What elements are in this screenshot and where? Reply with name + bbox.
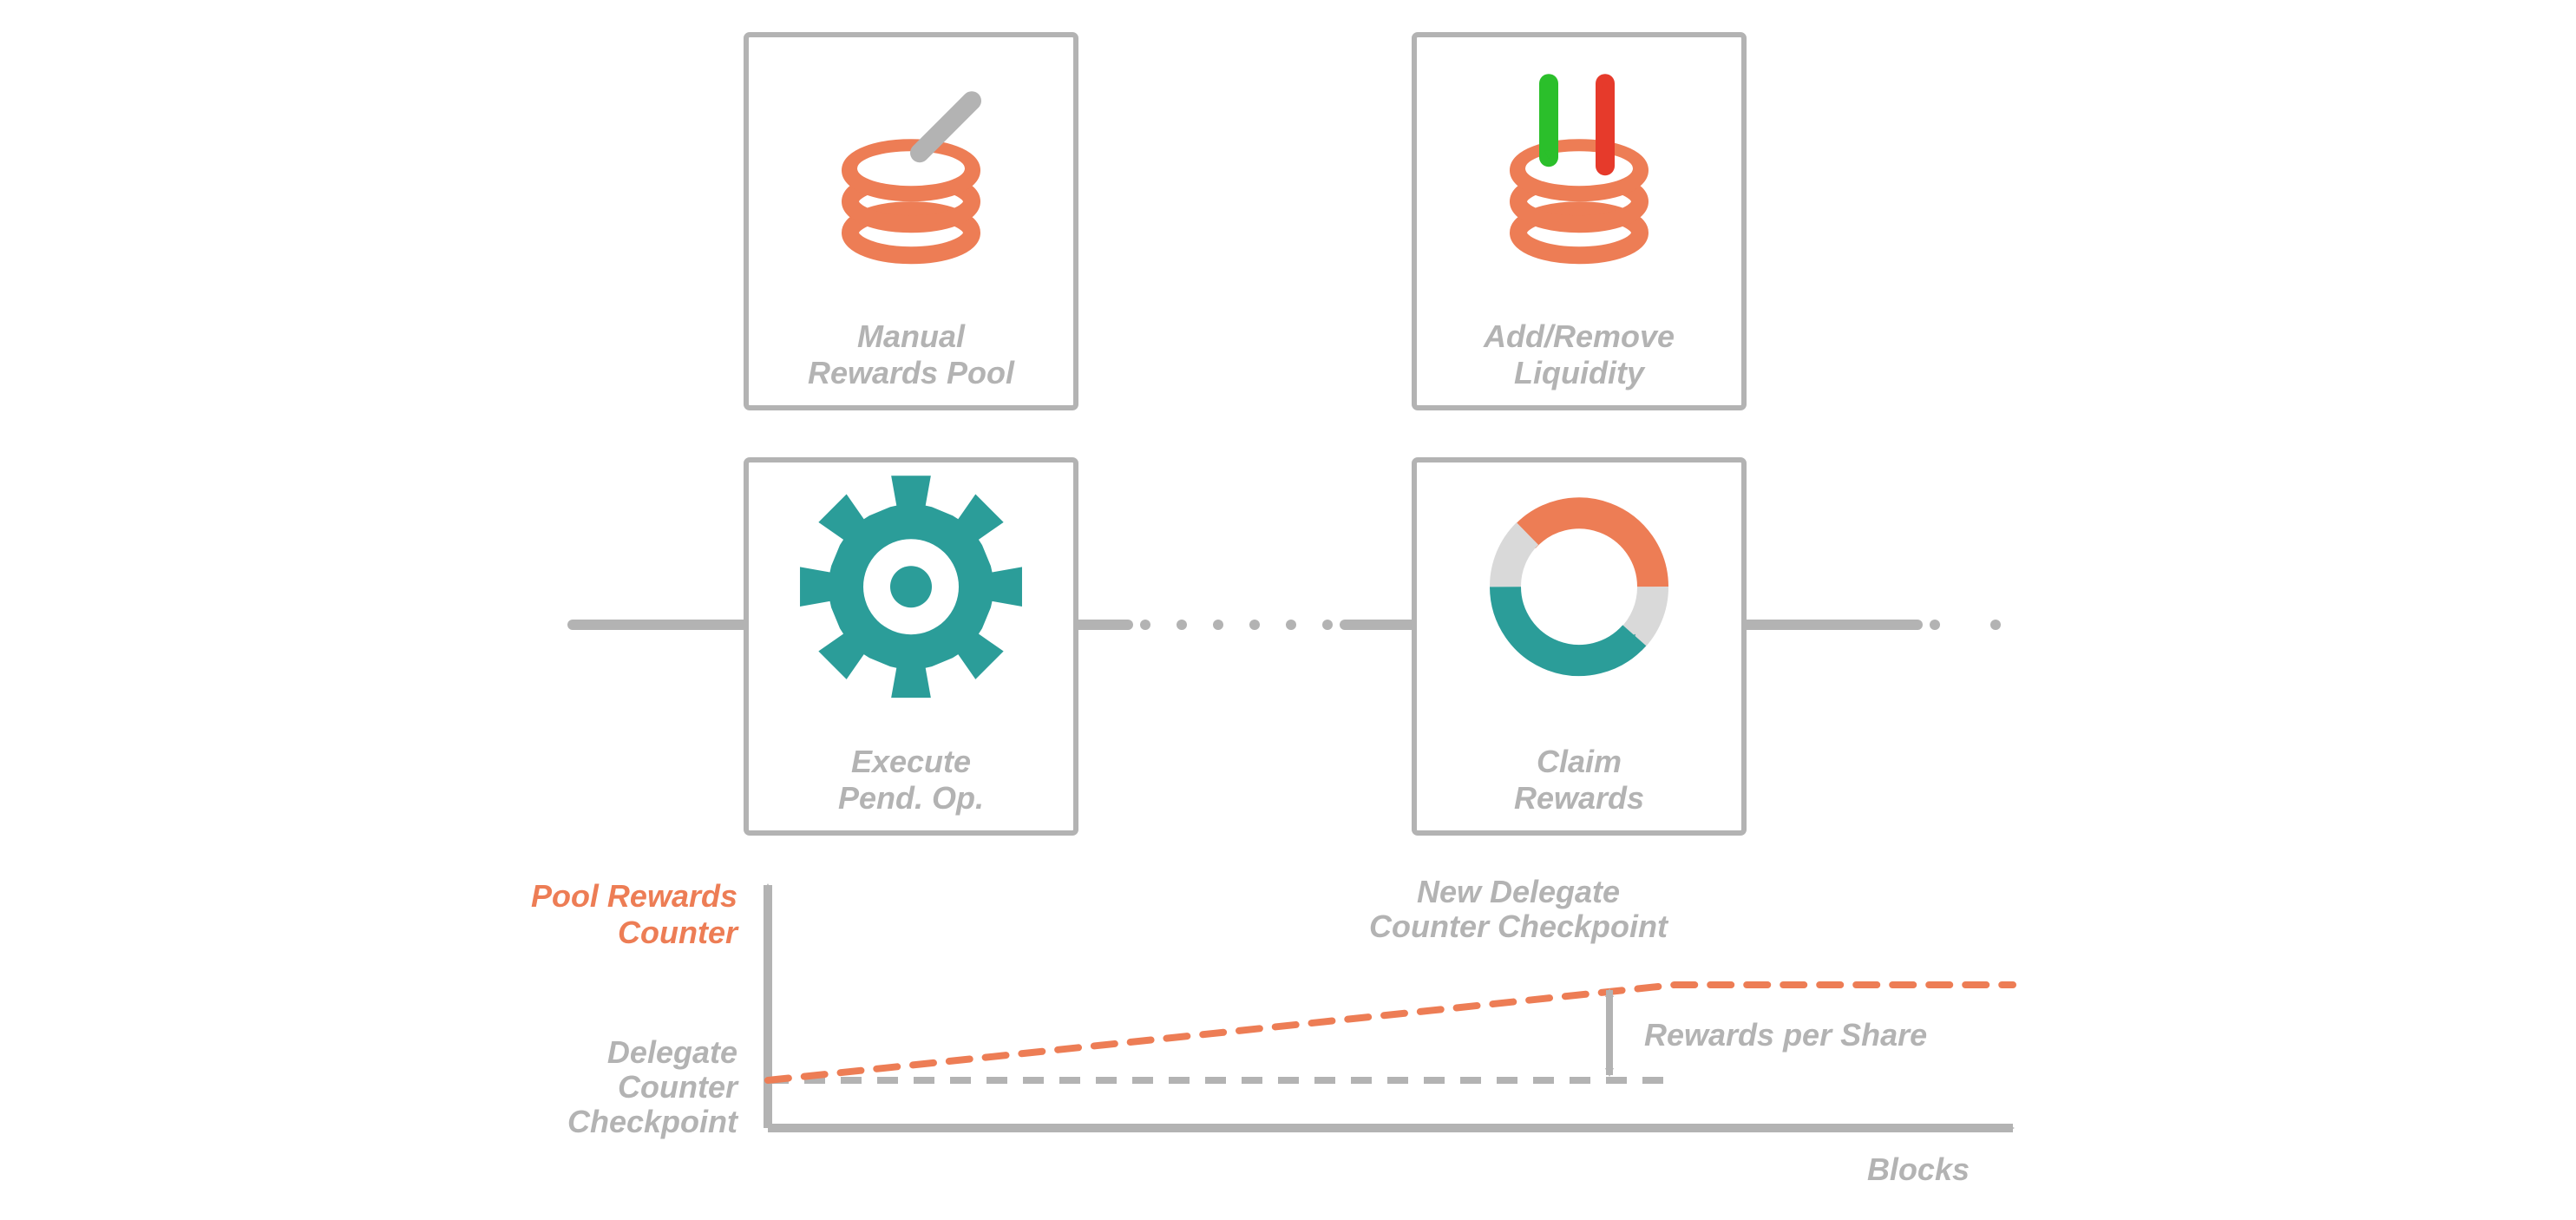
chart-yaxis-label: Counter — [618, 915, 739, 950]
bracket-label: Rewards per Share — [1644, 1017, 1927, 1053]
box-label: Claim — [1537, 744, 1622, 779]
box-label: Pend. Op. — [838, 780, 984, 816]
timeline-dot — [1286, 620, 1296, 630]
box-label: Rewards Pool — [808, 355, 1015, 390]
timeline-dot — [1930, 620, 1940, 630]
box-label: Execute — [851, 744, 971, 779]
chart-knee-label: New Delegate — [1417, 874, 1620, 909]
box-add-remove-liquidity: Add/RemoveLiquidity — [1414, 35, 1744, 408]
chart-xaxis-label: Blocks — [1867, 1151, 1970, 1187]
box-claim-rewards: ClaimRewards — [1414, 460, 1744, 833]
timeline-dot — [1249, 620, 1260, 630]
box-label: Rewards — [1514, 780, 1644, 816]
timeline-dot — [1990, 620, 2001, 630]
box-execute-pending-op: ExecutePend. Op. — [746, 460, 1076, 833]
box-label: Manual — [857, 318, 966, 354]
box-label: Liquidity — [1514, 355, 1646, 390]
chart-origin-label: Checkpoint — [567, 1104, 739, 1139]
chart-knee-label: Counter Checkpoint — [1369, 908, 1669, 944]
box-manual-rewards-pool: ManualRewards Pool — [746, 35, 1076, 408]
chart-origin-label: Delegate — [607, 1034, 737, 1070]
box-label: Add/Remove — [1483, 318, 1675, 354]
diagram-root: ManualRewards Pool Add/RemoveLiquidity Exe… — [0, 0, 2576, 1220]
chart-yaxis-label: Pool Rewards — [531, 878, 737, 914]
chart-origin-label: Counter — [618, 1069, 739, 1105]
timeline-dot — [1177, 620, 1187, 630]
timeline-dot — [1213, 620, 1223, 630]
timeline-dot — [1322, 620, 1333, 630]
timeline-dot — [1140, 620, 1150, 630]
